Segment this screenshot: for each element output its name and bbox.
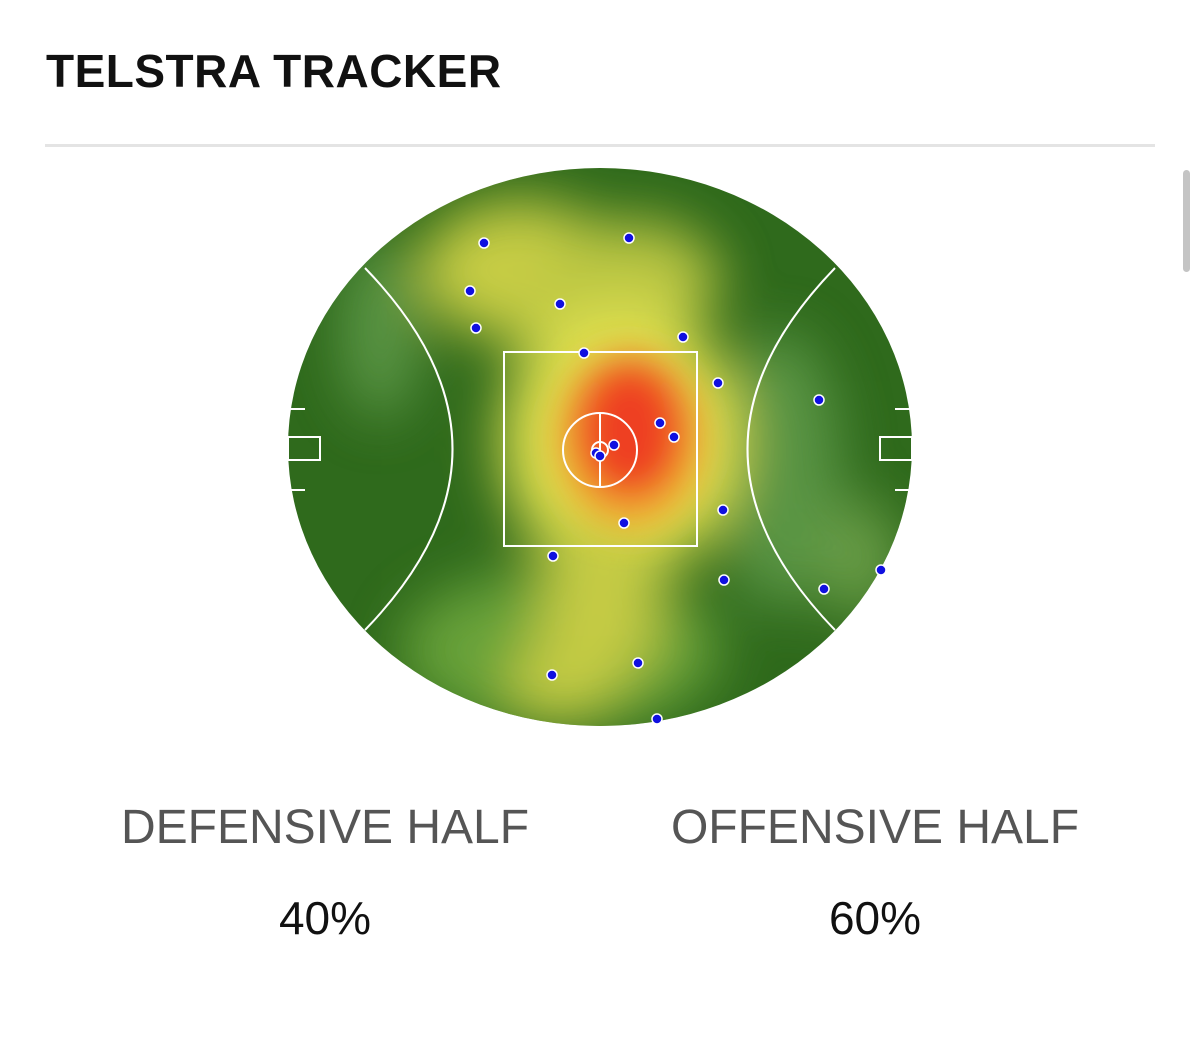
- heatmap-field: [287, 168, 913, 726]
- title: TELSTRA TRACKER: [46, 45, 502, 97]
- stat-value: 40%: [278, 892, 372, 944]
- field-lines: [287, 267, 913, 631]
- stat-value: 60%: [828, 892, 922, 944]
- scrollbar[interactable]: [1183, 170, 1190, 272]
- stat-offensive: OFFENSIVE HALF 60%: [625, 800, 1125, 945]
- stat-label: DEFENSIVE HALF: [120, 801, 530, 854]
- stat-label: OFFENSIVE HALF: [670, 801, 1080, 854]
- separator: [45, 144, 1155, 147]
- stat-defensive: DEFENSIVE HALF 40%: [75, 800, 575, 945]
- player-dots: [464, 232, 887, 725]
